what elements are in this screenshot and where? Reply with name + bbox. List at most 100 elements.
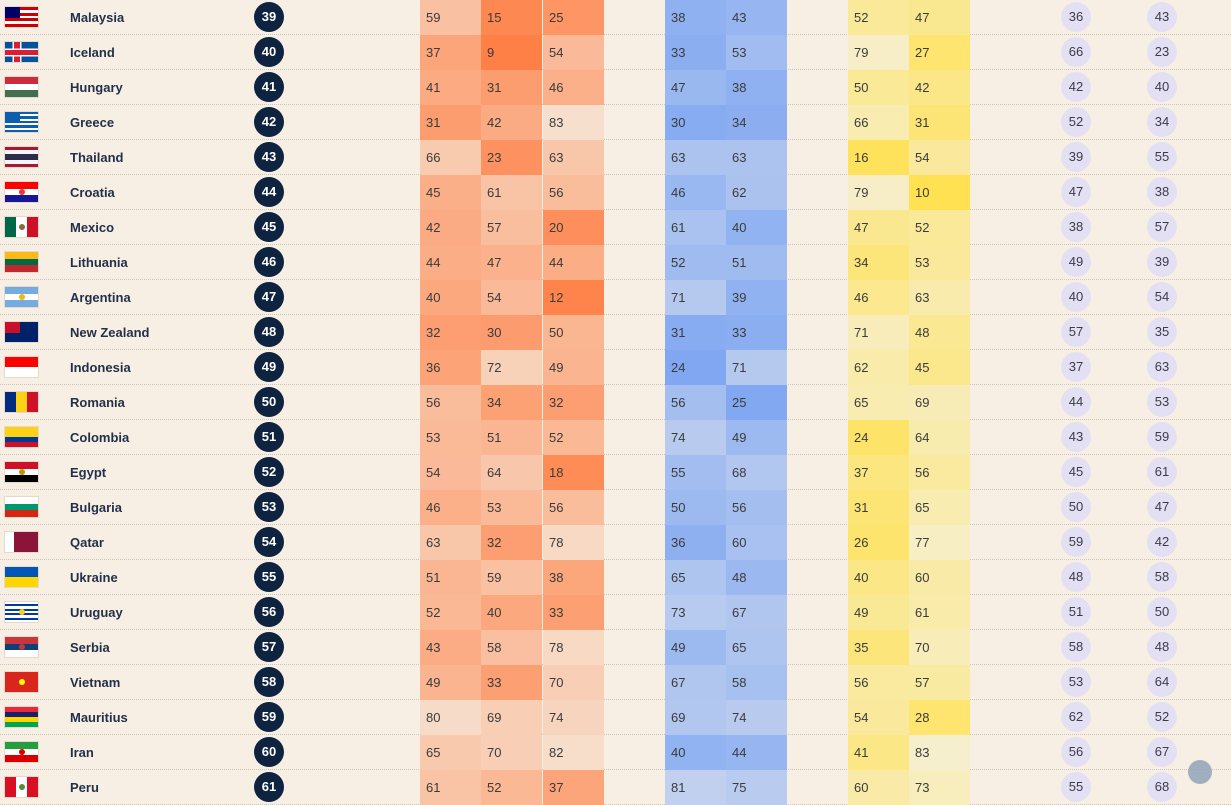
country-name[interactable]: Colombia — [70, 430, 130, 445]
country-name[interactable]: Peru — [70, 780, 99, 795]
country-name[interactable]: Romania — [70, 395, 125, 410]
rank-badge: 58 — [254, 667, 284, 697]
blue-score-cell: 74 — [726, 700, 787, 735]
country-name[interactable]: Iran — [70, 745, 94, 760]
watermark-icon — [1188, 760, 1212, 784]
yellow-score-cell: 48 — [909, 315, 970, 350]
orange-score-cell: 72 — [481, 350, 542, 385]
rank-badge: 44 — [254, 177, 284, 207]
country-name[interactable]: Mexico — [70, 220, 115, 235]
yellow-score-cell: 46 — [848, 280, 909, 315]
blue-score-cell: 47 — [665, 70, 726, 105]
table-row[interactable]: Romania 50 56 34 32 56 25 65 69 44 53 — [0, 385, 1231, 420]
blue-score-cell: 38 — [665, 0, 726, 35]
rank-pill: 48 — [1147, 632, 1177, 662]
table-row[interactable]: Vietnam 58 49 33 70 67 58 56 57 53 64 — [0, 665, 1231, 700]
table-row[interactable]: Bulgaria 53 46 53 56 50 56 31 65 50 47 — [0, 490, 1231, 525]
table-row[interactable]: Croatia 44 45 61 56 46 62 79 10 47 38 — [0, 175, 1231, 210]
country-name[interactable]: Bulgaria — [70, 500, 123, 515]
yellow-score-cell: 40 — [848, 560, 909, 595]
orange-score-cell: 42 — [420, 210, 481, 245]
lithuania-flag-icon — [4, 251, 39, 273]
table-row[interactable]: Hungary 41 41 31 46 47 38 50 42 42 40 — [0, 70, 1231, 105]
country-name[interactable]: Serbia — [70, 640, 110, 655]
rank-pill: 61 — [1147, 457, 1177, 487]
blue-score-cell: 36 — [665, 525, 726, 560]
rank-badge: 55 — [254, 562, 284, 592]
country-name[interactable]: Greece — [70, 115, 115, 130]
yellow-score-cell: 57 — [909, 665, 970, 700]
table-row[interactable]: Ukraine 55 51 59 38 65 48 40 60 48 58 — [0, 560, 1231, 595]
table-row[interactable]: Thailand 43 66 23 63 63 63 16 54 39 55 — [0, 140, 1231, 175]
yellow-score-cell: 83 — [909, 735, 970, 770]
country-name[interactable]: Ukraine — [70, 570, 118, 585]
table-row[interactable]: New Zealand 48 32 30 50 31 33 71 48 57 35 — [0, 315, 1231, 350]
blue-score-cell: 43 — [726, 0, 787, 35]
country-name[interactable]: Indonesia — [70, 360, 131, 375]
table-row[interactable]: Colombia 51 53 51 52 74 49 24 64 43 59 — [0, 420, 1231, 455]
country-name[interactable]: Qatar — [70, 535, 104, 550]
rank-pill: 63 — [1147, 352, 1177, 382]
yellow-score-cell: 52 — [909, 210, 970, 245]
orange-score-cell: 32 — [420, 315, 481, 350]
rank-badge: 39 — [254, 2, 284, 32]
yellow-score-cell: 65 — [848, 385, 909, 420]
country-name[interactable]: Thailand — [70, 150, 124, 165]
rank-pill: 34 — [1147, 107, 1177, 137]
country-name[interactable]: Hungary — [70, 80, 123, 95]
country-name[interactable]: Croatia — [70, 185, 115, 200]
malaysia-flag-icon — [4, 6, 39, 28]
table-row[interactable]: Peru 61 61 52 37 81 75 60 73 55 68 — [0, 770, 1231, 805]
country-name[interactable]: Lithuania — [70, 255, 128, 270]
orange-score-cell: 56 — [543, 490, 604, 525]
orange-score-cell: 54 — [420, 455, 481, 490]
table-row[interactable]: Uruguay 56 52 40 33 73 67 49 61 51 50 — [0, 595, 1231, 630]
country-name[interactable]: Vietnam — [70, 675, 121, 690]
rank-pill: 49 — [1061, 247, 1091, 277]
rank-pill: 62 — [1061, 702, 1091, 732]
orange-score-cell: 66 — [420, 140, 481, 175]
table-row[interactable]: Mexico 45 42 57 20 61 40 47 52 38 57 — [0, 210, 1231, 245]
table-row[interactable]: Iceland 40 37 9 54 33 53 79 27 66 23 — [0, 35, 1231, 70]
blue-score-cell: 55 — [665, 455, 726, 490]
yellow-score-cell: 24 — [848, 420, 909, 455]
country-name[interactable]: Iceland — [70, 45, 115, 60]
country-name[interactable]: New Zealand — [70, 325, 150, 340]
yellow-score-cell: 31 — [909, 105, 970, 140]
country-name[interactable]: Uruguay — [70, 605, 123, 620]
blue-score-cell: 58 — [726, 665, 787, 700]
orange-score-cell: 33 — [543, 595, 604, 630]
orange-score-cell: 37 — [543, 770, 604, 805]
blue-score-cell: 31 — [665, 315, 726, 350]
rank-pill: 51 — [1061, 597, 1091, 627]
table-row[interactable]: Qatar 54 63 32 78 36 60 26 77 59 42 — [0, 525, 1231, 560]
country-name[interactable]: Mauritius — [70, 710, 128, 725]
orange-score-cell: 34 — [481, 385, 542, 420]
iran-flag-icon — [4, 741, 39, 763]
yellow-score-cell: 42 — [909, 70, 970, 105]
rank-badge: 53 — [254, 492, 284, 522]
country-name[interactable]: Egypt — [70, 465, 107, 480]
table-row[interactable]: Greece 42 31 42 83 30 34 66 31 52 34 — [0, 105, 1231, 140]
orange-score-cell: 42 — [481, 105, 542, 140]
blue-score-cell: 30 — [665, 105, 726, 140]
country-name[interactable]: Malaysia — [70, 10, 125, 25]
table-row[interactable]: Malaysia 39 59 15 25 38 43 52 47 36 43 — [0, 0, 1231, 35]
table-row[interactable]: Mauritius 59 80 69 74 69 74 54 28 62 52 — [0, 700, 1231, 735]
blue-score-cell: 56 — [726, 490, 787, 525]
orange-score-cell: 47 — [481, 245, 542, 280]
country-name[interactable]: Argentina — [70, 290, 131, 305]
blue-score-cell: 53 — [726, 35, 787, 70]
rank-pill: 43 — [1147, 2, 1177, 32]
table-row[interactable]: Serbia 57 43 58 78 49 65 35 70 58 48 — [0, 630, 1231, 665]
table-row[interactable]: Iran 60 65 70 82 40 44 41 83 56 67 — [0, 735, 1231, 770]
table-row[interactable]: Lithuania 46 44 47 44 52 51 34 53 49 39 — [0, 245, 1231, 280]
table-row[interactable]: Egypt 52 54 64 18 55 68 37 56 45 61 — [0, 455, 1231, 490]
table-row[interactable]: Argentina 47 40 54 12 71 39 46 63 40 54 — [0, 280, 1231, 315]
rank-badge: 47 — [254, 282, 284, 312]
yellow-score-cell: 49 — [848, 595, 909, 630]
orange-score-cell: 65 — [420, 735, 481, 770]
rank-badge: 41 — [254, 72, 284, 102]
argentina-flag-icon — [4, 286, 39, 308]
table-row[interactable]: Indonesia 49 36 72 49 24 71 62 45 37 63 — [0, 350, 1231, 385]
